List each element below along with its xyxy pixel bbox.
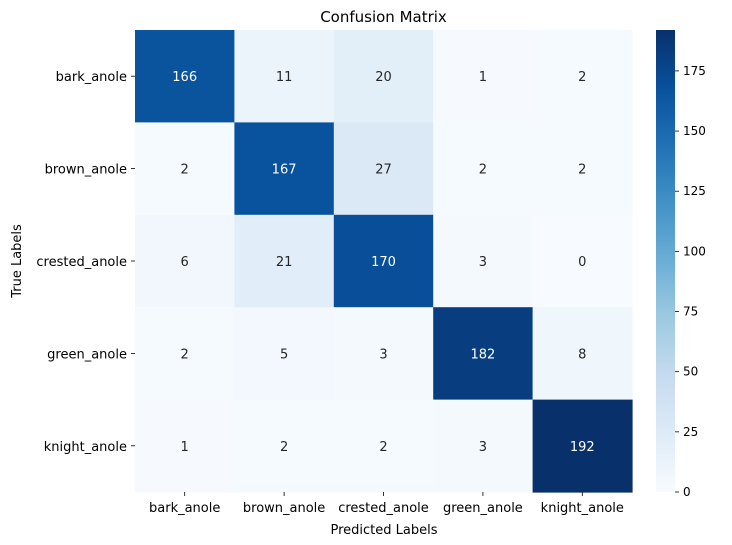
cell-value-label: 2 [379,440,387,455]
x-axis-label: Predicted Labels [330,523,437,538]
y-tick-label: crested_anole [36,255,127,270]
cell-value-label: 192 [570,440,595,455]
cell-value-label: 11 [276,70,293,85]
colorbar-tick-label: 100 [683,244,706,258]
heatmap-cell [333,399,434,493]
x-tick-label: green_anole [443,501,523,516]
colorbar-tick-label: 50 [683,365,698,379]
cell-value-label: 20 [375,70,392,85]
y-tick-label: bark_anole [56,70,127,85]
heatmap-cell [234,30,335,123]
heatmap-cell [333,307,434,401]
heatmap-cell [433,122,534,216]
chart-title: Confusion Matrix [320,8,447,26]
cell-value-label: 8 [578,347,586,362]
heatmap-cell [433,307,534,401]
heatmap-cell [135,122,235,216]
heatmap-cell [532,122,633,216]
heatmap-cell [433,30,534,123]
cell-value-label: 2 [479,163,487,178]
heatmap-cell [532,307,633,401]
cell-value-label: 6 [181,255,189,270]
colorbar-tick-label: 175 [683,64,706,78]
heatmap-cell [532,399,633,493]
cell-value-label: 170 [371,255,396,270]
cell-value-label: 27 [375,163,392,178]
y-tick-label: knight_anole [44,440,127,455]
cell-value-label: 2 [578,163,586,178]
colorbar [656,30,675,492]
x-tick-label: crested_anole [338,501,429,516]
cell-value-label: 21 [276,255,293,270]
cell-value-label: 2 [181,163,189,178]
colorbar-tick-label: 75 [683,305,698,319]
x-tick-label: knight_anole [541,501,624,516]
colorbar-ticks: 0 25 50 75 100 125 150 175 [675,64,706,499]
heatmap-cell [135,30,235,123]
heatmap-cell [532,214,633,308]
heatmap-cell [234,122,335,216]
heatmap-cell [234,214,335,308]
heatmap-cell [234,307,335,401]
cell-value-label: 1 [479,70,487,85]
colorbar-tick-label: 25 [683,425,698,439]
cell-value-label: 0 [578,255,586,270]
cell-value-label: 3 [479,440,487,455]
heatmap-cell-labels: 166 11 20 1 2 2 167 27 2 2 6 21 170 3 0 2 5 3 182 8 1 2 2 3 192 [172,70,594,455]
cell-value-label: 166 [172,70,197,85]
cell-value-label: 1 [181,440,189,455]
y-tick-label: green_anole [47,347,127,362]
x-axis-ticks: bark_anole brown_anole crested_anole green_… [149,492,624,516]
heatmap-cell [135,399,235,493]
heatmap-cell [135,214,235,308]
cell-value-label: 2 [181,347,189,362]
cell-value-label: 2 [280,440,288,455]
heatmap-cell [333,30,434,123]
heatmap-cell [234,399,335,493]
x-tick-label: bark_anole [149,501,220,516]
cell-value-label: 5 [280,347,288,362]
heatmap-cell [532,30,633,123]
y-tick-label: brown_anole [45,163,127,178]
cell-value-label: 2 [578,70,586,85]
colorbar-tick-label: 125 [683,184,706,198]
heatmap-cell [135,307,235,401]
cell-value-label: 3 [379,347,387,362]
y-axis-label: True Labels [10,224,25,299]
colorbar-tick-label: 0 [683,485,691,499]
y-axis-ticks: bark_anole brown_anole crested_anole green_… [36,70,135,455]
cell-value-label: 3 [479,255,487,270]
x-tick-label: brown_anole [243,501,325,516]
heatmap-cell [333,122,434,216]
cell-value-label: 182 [470,347,495,362]
heatmap-cells [135,30,633,493]
colorbar-tick-label: 150 [683,124,706,138]
cell-value-label: 167 [272,163,297,178]
heatmap-cell [433,399,534,493]
heatmap-cell [333,214,434,308]
heatmap-cell [433,214,534,308]
